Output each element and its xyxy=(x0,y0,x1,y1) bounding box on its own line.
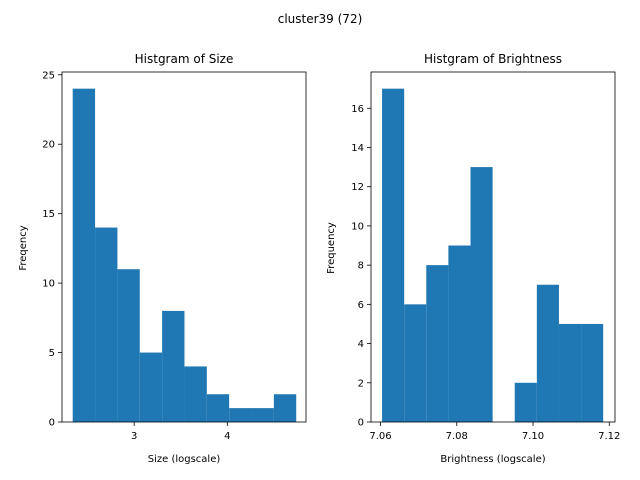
size-histogram-bar-7 xyxy=(229,408,252,422)
size-histogram-ytick-label-1: 5 xyxy=(49,348,55,359)
brightness-histogram-xtick-label-1: 7.08 xyxy=(446,431,468,442)
brightness-histogram-xtick-label-0: 7.06 xyxy=(369,431,391,442)
brightness-histogram-bar-1 xyxy=(404,304,427,422)
brightness-histogram-bar-6 xyxy=(514,382,537,422)
brightness-histogram-ytick-label-4: 8 xyxy=(358,261,364,272)
size-histogram-ytick-label-4: 20 xyxy=(42,140,55,151)
brightness-histogram-title: Histgram of Brightness xyxy=(424,52,562,66)
brightness-histogram-bar-8 xyxy=(558,323,582,422)
brightness-histogram-panel: Histgram of Brightness Brightness (logsc… xyxy=(326,52,620,465)
size-histogram-bar-4 xyxy=(162,310,185,422)
size-histogram-ytick-label-0: 0 xyxy=(49,418,55,429)
brightness-histogram-ytick-label-3: 6 xyxy=(358,300,364,311)
size-histogram-bar-8 xyxy=(251,408,274,422)
brightness-histogram-ytick-label-0: 0 xyxy=(358,418,364,429)
size-histogram-bar-6 xyxy=(206,394,230,422)
brightness-histogram-xlabel: Brightness (logscale) xyxy=(440,454,545,465)
brightness-histogram-ylabel: Frequency xyxy=(326,222,337,274)
brightness-histogram-ytick-label-2: 4 xyxy=(358,339,364,350)
brightness-histogram-ytick-label-5: 10 xyxy=(351,221,364,232)
brightness-histogram-bar-2 xyxy=(426,265,449,422)
brightness-histogram-bar-4 xyxy=(470,167,493,422)
size-histogram-bar-9 xyxy=(273,394,297,422)
brightness-histogram-bars xyxy=(382,88,604,423)
brightness-histogram-ytick-label-1: 2 xyxy=(358,378,364,389)
size-histogram-xtick-label-1: 4 xyxy=(224,431,230,442)
size-histogram-xtick-label-0: 3 xyxy=(131,431,137,442)
brightness-histogram-xticks: 7.06 7.08 7.10 7.12 xyxy=(369,422,620,442)
brightness-histogram-bar-0 xyxy=(382,88,405,423)
size-histogram-title: Histgram of Size xyxy=(135,52,234,66)
brightness-histogram-xtick-label-2: 7.10 xyxy=(522,431,544,442)
size-histogram-ytick-label-5: 25 xyxy=(42,70,55,81)
brightness-histogram-bar-9 xyxy=(581,323,604,422)
brightness-histogram-yticks: 0 2 4 6 8 10 12 14 16 xyxy=(351,104,371,429)
size-histogram-bar-3 xyxy=(139,352,163,422)
brightness-histogram-xtick-label-3: 7.12 xyxy=(598,431,620,442)
size-histogram-panel: Histgram of Size Size (logscale) Freqenc… xyxy=(18,52,307,465)
figure-suptitle: cluster39 (72) xyxy=(278,12,363,26)
size-histogram-bar-5 xyxy=(184,366,207,422)
size-histogram-ytick-label-3: 15 xyxy=(42,209,55,220)
size-histogram-bar-0 xyxy=(72,88,96,423)
brightness-histogram-ytick-label-7: 14 xyxy=(351,143,364,154)
size-histogram-yticks: 0 5 10 15 20 25 xyxy=(42,70,62,429)
brightness-histogram-frame xyxy=(370,71,616,423)
brightness-histogram-bar-7 xyxy=(536,284,559,422)
size-histogram-frame xyxy=(61,71,307,423)
brightness-histogram-bar-3 xyxy=(448,245,471,422)
size-histogram-bars xyxy=(72,88,297,423)
size-histogram-bar-2 xyxy=(117,269,140,422)
brightness-histogram-ytick-label-6: 12 xyxy=(351,182,364,193)
brightness-histogram-ytick-label-8: 16 xyxy=(351,104,364,115)
size-histogram-xlabel: Size (logscale) xyxy=(148,454,221,465)
size-histogram-ylabel: Freqency xyxy=(18,225,29,270)
size-histogram-ytick-label-2: 10 xyxy=(42,279,55,290)
size-histogram-bar-1 xyxy=(95,227,118,422)
